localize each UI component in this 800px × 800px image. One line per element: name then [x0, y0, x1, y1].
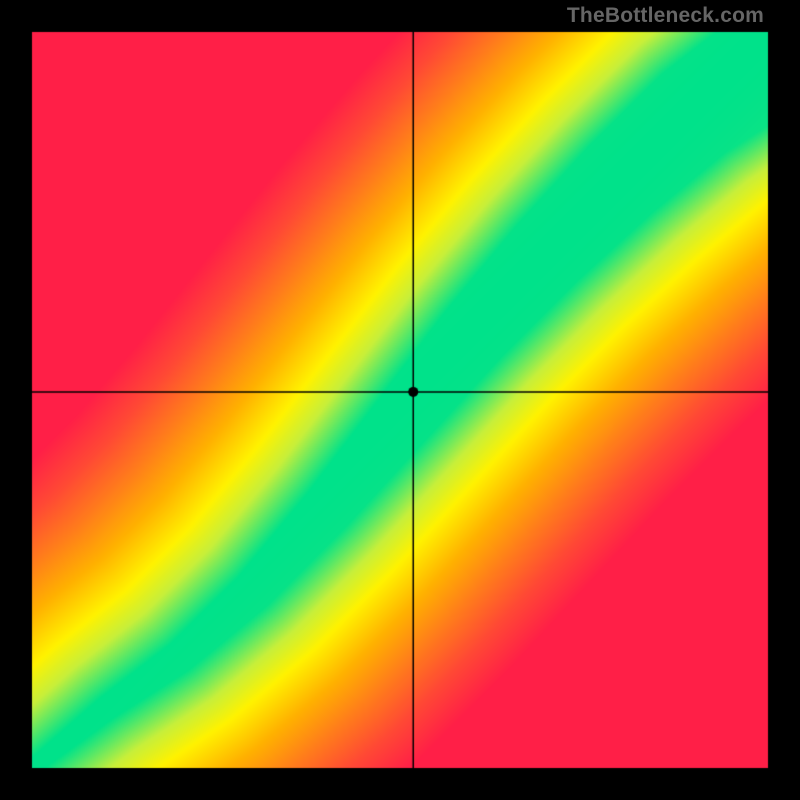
bottleneck-heatmap: [0, 0, 800, 800]
attribution-label: TheBottleneck.com: [567, 4, 764, 28]
